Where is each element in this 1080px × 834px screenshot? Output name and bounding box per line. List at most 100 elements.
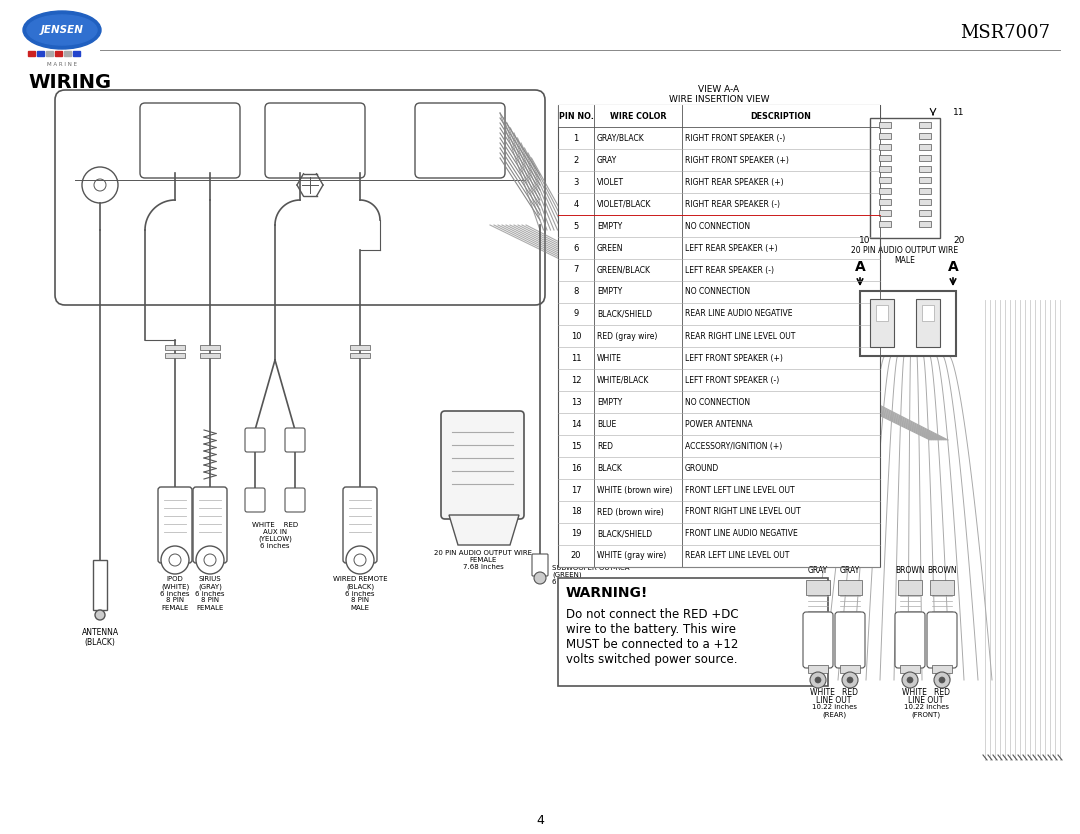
Bar xyxy=(28,51,35,56)
Bar xyxy=(558,578,828,686)
FancyBboxPatch shape xyxy=(285,488,305,512)
Text: BLUE: BLUE xyxy=(597,420,617,429)
Bar xyxy=(350,353,370,358)
Text: WIRED REMOTE
(BLACK)
6 inches
8 PIN
MALE: WIRED REMOTE (BLACK) 6 inches 8 PIN MALE xyxy=(333,576,388,610)
Bar xyxy=(879,221,891,227)
Bar xyxy=(876,305,888,321)
Text: BROWN: BROWN xyxy=(928,566,957,575)
FancyBboxPatch shape xyxy=(140,103,240,178)
Bar xyxy=(64,51,71,56)
Text: LEFT FRONT SPEAKER (+): LEFT FRONT SPEAKER (+) xyxy=(685,354,783,363)
Bar xyxy=(919,199,931,205)
Circle shape xyxy=(534,572,546,584)
Text: WHITE   RED: WHITE RED xyxy=(902,688,950,697)
Text: ANTENNA
(BLACK): ANTENNA (BLACK) xyxy=(81,628,119,647)
Bar xyxy=(879,122,891,128)
Text: SUBWOOFER OUT-RCA
(GREEN)
6 inches: SUBWOOFER OUT-RCA (GREEN) 6 inches xyxy=(552,565,630,585)
Text: BLACK/SHIELD: BLACK/SHIELD xyxy=(597,530,652,539)
Text: JENSEN: JENSEN xyxy=(41,25,83,35)
Bar xyxy=(879,199,891,205)
Bar xyxy=(916,299,940,347)
Text: VIEW A-A: VIEW A-A xyxy=(699,84,740,93)
Bar xyxy=(919,133,931,139)
Text: 11: 11 xyxy=(570,354,581,363)
Text: NO CONNECTION: NO CONNECTION xyxy=(685,398,751,406)
Bar xyxy=(840,665,860,673)
Circle shape xyxy=(810,672,826,688)
Bar xyxy=(932,665,951,673)
FancyBboxPatch shape xyxy=(804,612,833,668)
Text: LINE OUT: LINE OUT xyxy=(816,696,852,705)
Text: GREEN/BLACK: GREEN/BLACK xyxy=(597,265,651,274)
Text: 8: 8 xyxy=(573,288,579,297)
Circle shape xyxy=(161,546,189,574)
Text: FRONT LINE AUDIO NEGATIVE: FRONT LINE AUDIO NEGATIVE xyxy=(685,530,798,539)
Text: 6: 6 xyxy=(573,244,579,253)
Polygon shape xyxy=(449,515,519,545)
Text: M A R I N E: M A R I N E xyxy=(48,62,77,67)
Text: 18: 18 xyxy=(570,508,581,516)
Text: 15: 15 xyxy=(570,441,581,450)
Bar xyxy=(879,133,891,139)
FancyBboxPatch shape xyxy=(285,428,305,452)
Text: REAR LEFT LINE LEVEL OUT: REAR LEFT LINE LEVEL OUT xyxy=(685,551,789,560)
FancyBboxPatch shape xyxy=(343,487,377,563)
Bar xyxy=(55,51,62,56)
Circle shape xyxy=(95,610,105,620)
Text: 4: 4 xyxy=(536,813,544,826)
Bar xyxy=(879,177,891,183)
Text: RIGHT REAR SPEAKER (+): RIGHT REAR SPEAKER (+) xyxy=(685,178,784,187)
Bar xyxy=(919,166,931,172)
Text: 2: 2 xyxy=(573,155,579,164)
Text: GRAY: GRAY xyxy=(808,566,828,575)
Text: 1: 1 xyxy=(573,133,579,143)
FancyBboxPatch shape xyxy=(415,103,505,178)
Text: RED (gray wire): RED (gray wire) xyxy=(597,331,658,340)
Text: 11: 11 xyxy=(953,108,964,117)
Text: 12: 12 xyxy=(570,375,581,384)
Ellipse shape xyxy=(23,11,102,49)
Text: WHITE    RED
AUX IN
(YELLOW)
6 inches: WHITE RED AUX IN (YELLOW) 6 inches xyxy=(252,522,298,550)
Text: 9: 9 xyxy=(573,309,579,319)
FancyBboxPatch shape xyxy=(245,428,265,452)
Bar xyxy=(879,144,891,150)
Text: LEFT REAR SPEAKER (-): LEFT REAR SPEAKER (-) xyxy=(685,265,774,274)
FancyBboxPatch shape xyxy=(835,612,865,668)
Circle shape xyxy=(847,677,853,683)
Bar xyxy=(879,155,891,161)
Bar xyxy=(558,105,880,567)
Text: REAR LINE AUDIO NEGATIVE: REAR LINE AUDIO NEGATIVE xyxy=(685,309,793,319)
Bar xyxy=(919,221,931,227)
FancyBboxPatch shape xyxy=(193,487,227,563)
FancyBboxPatch shape xyxy=(895,612,924,668)
Text: GRAY: GRAY xyxy=(840,566,860,575)
Text: A: A xyxy=(854,260,865,274)
Bar xyxy=(930,580,954,595)
Text: FRONT RIGHT LINE LEVEL OUT: FRONT RIGHT LINE LEVEL OUT xyxy=(685,508,800,516)
Text: BLACK: BLACK xyxy=(597,464,622,473)
FancyBboxPatch shape xyxy=(265,103,365,178)
Text: RIGHT FRONT SPEAKER (-): RIGHT FRONT SPEAKER (-) xyxy=(685,133,785,143)
Text: GRAY/BLACK: GRAY/BLACK xyxy=(597,133,645,143)
FancyBboxPatch shape xyxy=(55,90,545,305)
Text: DESCRIPTION: DESCRIPTION xyxy=(751,112,811,120)
Text: WHITE (gray wire): WHITE (gray wire) xyxy=(597,551,666,560)
Text: VIOLET/BLACK: VIOLET/BLACK xyxy=(597,199,651,208)
FancyBboxPatch shape xyxy=(158,487,192,563)
Circle shape xyxy=(195,546,224,574)
Text: 7: 7 xyxy=(573,265,579,274)
Text: A: A xyxy=(947,260,958,274)
Text: WHITE/BLACK: WHITE/BLACK xyxy=(597,375,649,384)
Text: 20 PIN AUDIO OUTPUT WIRE
FEMALE
7.68 Inches: 20 PIN AUDIO OUTPUT WIRE FEMALE 7.68 Inc… xyxy=(434,550,532,570)
Text: GRAY: GRAY xyxy=(597,155,618,164)
Bar xyxy=(165,345,185,350)
Text: 13: 13 xyxy=(570,398,581,406)
Bar xyxy=(919,144,931,150)
Text: LEFT FRONT SPEAKER (-): LEFT FRONT SPEAKER (-) xyxy=(685,375,780,384)
Text: 10.22 inches: 10.22 inches xyxy=(811,704,856,710)
Text: VIOLET: VIOLET xyxy=(597,178,624,187)
Circle shape xyxy=(934,672,950,688)
Text: 4: 4 xyxy=(573,199,579,208)
Bar xyxy=(808,665,828,673)
Text: GROUND: GROUND xyxy=(685,464,719,473)
